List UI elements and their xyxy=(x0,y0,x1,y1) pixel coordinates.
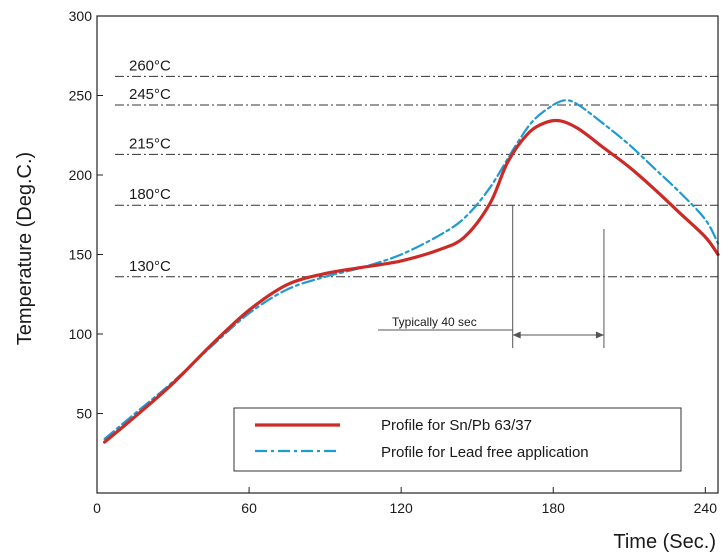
annotation-label: Typically 40 sec xyxy=(392,315,477,329)
y-tick-label: 200 xyxy=(69,167,93,183)
x-tick-label: 120 xyxy=(389,500,413,516)
x-tick-label: 180 xyxy=(542,500,566,516)
reference-label: 130°C xyxy=(129,258,171,275)
annotation-arrowhead-right xyxy=(595,331,604,339)
x-axis-ticks: 0 60 120 180 240 xyxy=(93,487,717,516)
series-line-lead-free xyxy=(103,99,720,440)
reference-label: 260°C xyxy=(129,57,171,74)
reference-label: 215°C xyxy=(129,135,171,152)
reference-label: 180°C xyxy=(129,186,171,203)
legend: Profile for Sn/Pb 63/37 Profile for Lead… xyxy=(233,407,682,472)
y-tick-label: 50 xyxy=(76,406,92,422)
reference-lines xyxy=(115,75,718,278)
y-tick-label: 250 xyxy=(69,88,93,104)
y-axis-label: Temperature (Deg.C.) xyxy=(14,152,36,345)
y-tick-label: 100 xyxy=(69,326,93,342)
reference-labels: 260°C 245°C 215°C 180°C 130°C xyxy=(129,57,171,274)
legend-label-snpb: Profile for Sn/Pb 63/37 xyxy=(381,417,532,434)
x-tick-label: 60 xyxy=(241,500,257,516)
legend-label-lead-free: Profile for Lead free application xyxy=(381,444,589,461)
y-tick-label: 150 xyxy=(69,247,93,263)
y-axis-ticks: 50 100 150 200 250 300 xyxy=(69,8,103,422)
reference-label: 245°C xyxy=(129,86,171,103)
series-layer xyxy=(103,99,720,444)
y-tick-label: 300 xyxy=(69,8,93,24)
time-annotation: Typically 40 sec xyxy=(378,205,605,348)
series-line-snpb xyxy=(103,118,720,444)
x-axis-label: Time (Sec.) xyxy=(613,531,716,553)
x-tick-label: 0 xyxy=(93,500,101,516)
annotation-arrowhead-left xyxy=(512,331,521,339)
x-tick-label: 240 xyxy=(694,500,718,516)
legend-box xyxy=(233,407,682,472)
